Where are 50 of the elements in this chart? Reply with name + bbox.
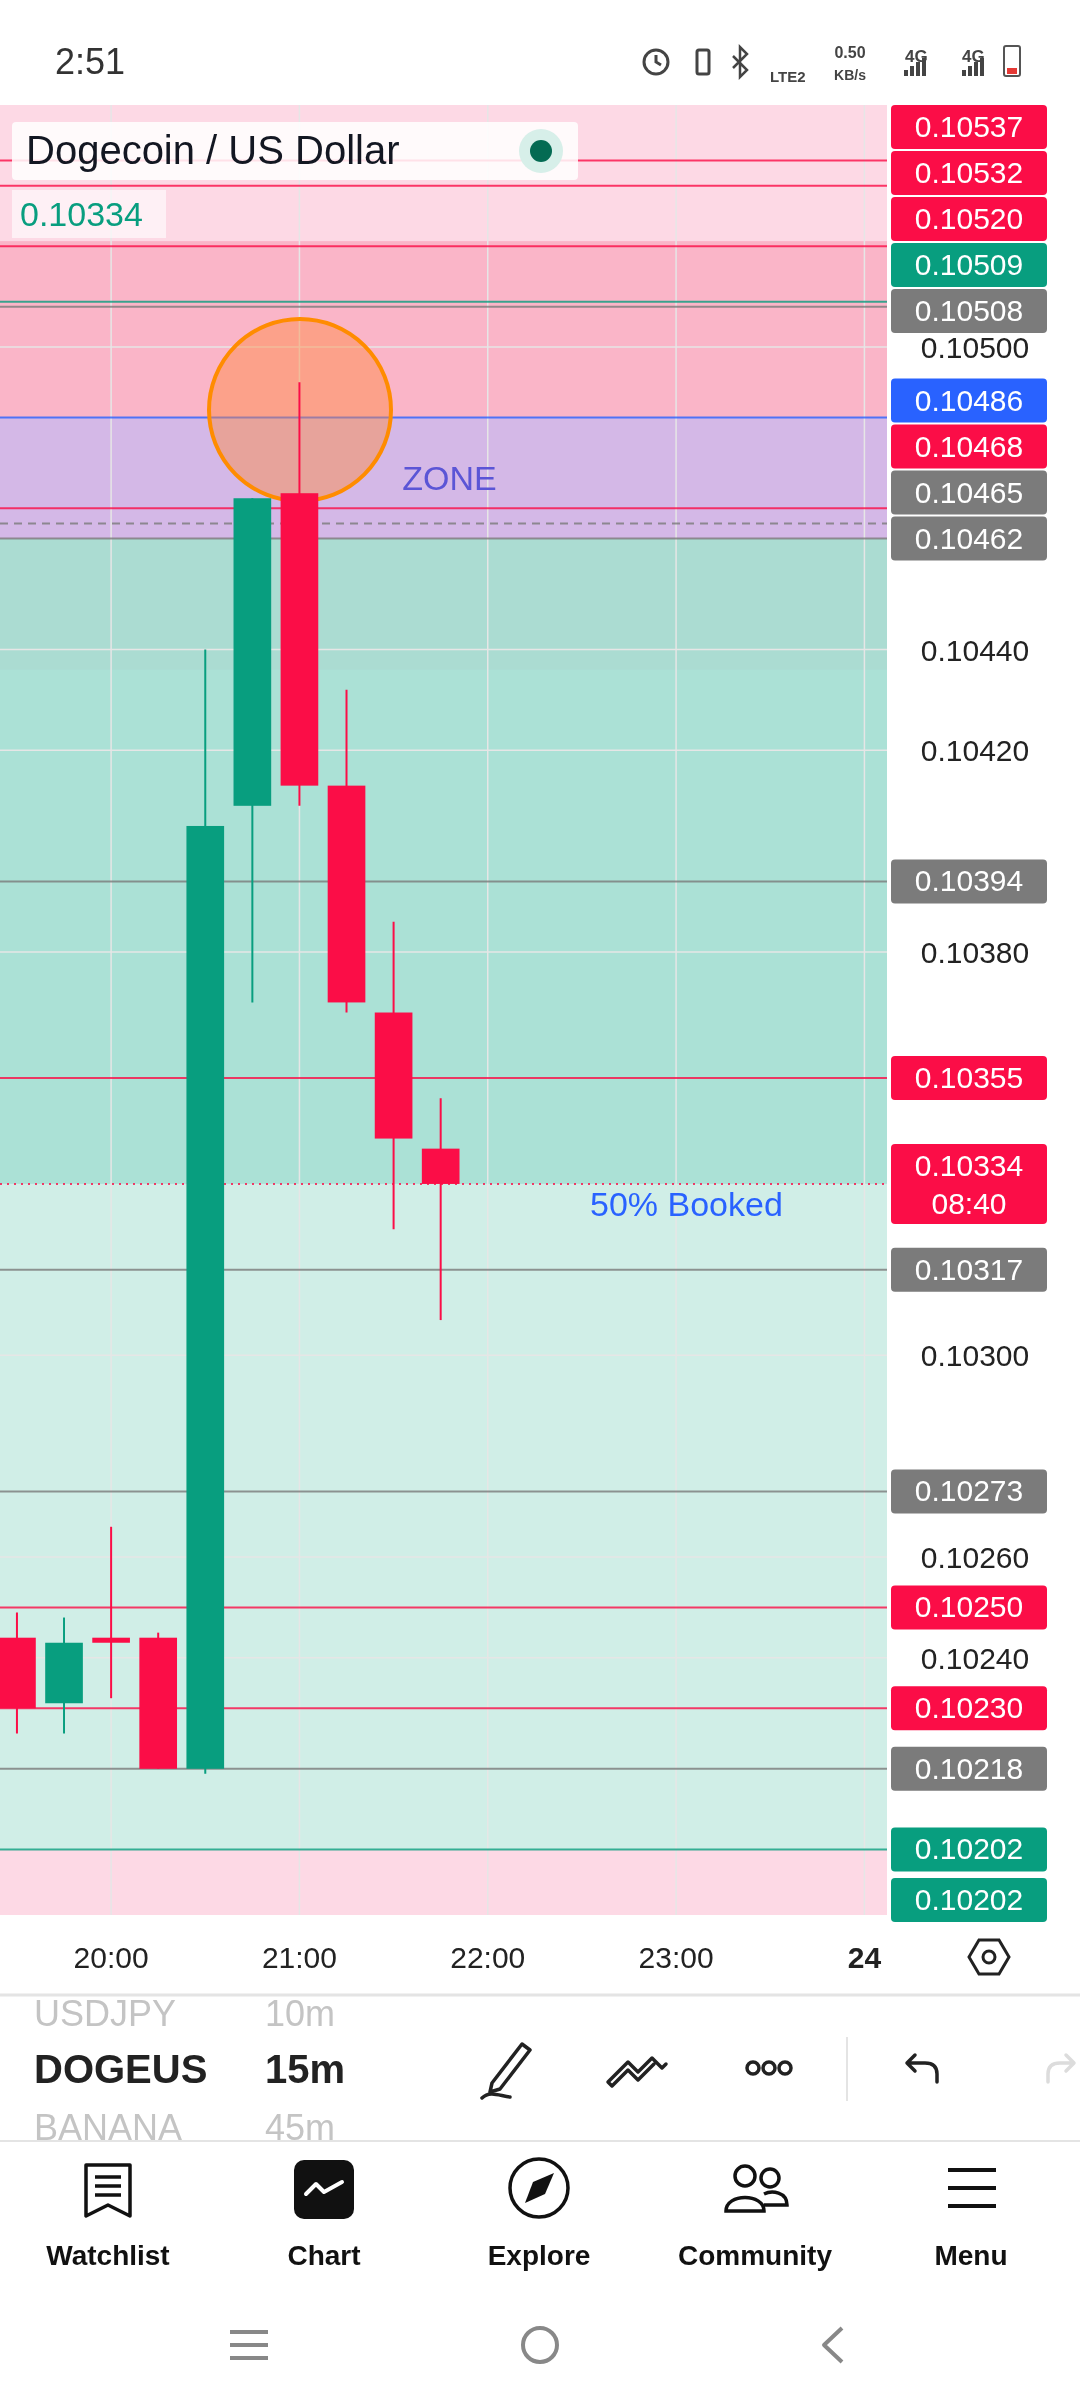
text: 45m <box>265 2107 336 2148</box>
ref-line-label: 0.10468 <box>914 429 1024 463</box>
text: USDJPY <box>34 1993 177 2034</box>
y-tick-label: 0.10260 <box>920 1541 1030 1575</box>
ref-line-label: 0.10250 <box>914 1590 1024 1624</box>
x-tick-label: 24 <box>847 1941 882 1974</box>
text: LTE2 <box>770 68 806 85</box>
band-label: ZONE <box>402 459 497 498</box>
ref-line-label: 0.10273 <box>914 1474 1024 1508</box>
ref-line-label: 0.10532 <box>914 156 1024 189</box>
y-tick-label: 0.10240 <box>920 1641 1030 1675</box>
x-tick-label: 21:00 <box>261 1941 337 1974</box>
x-tick-label: 20:00 <box>73 1941 149 1974</box>
text: Watchlist <box>46 2240 170 2271</box>
y-tick-label: 0.10420 <box>920 734 1030 768</box>
ref-line-label: 0.10462 <box>914 521 1024 555</box>
ref-line-label: 0.10520 <box>914 202 1024 235</box>
text: BANANA <box>34 2107 183 2148</box>
y-tick-label: 0.10300 <box>920 1339 1030 1373</box>
ref-line-label: 0.10509 <box>914 248 1024 281</box>
y-tick-label: 0.10500 <box>920 331 1030 365</box>
ref-line-label: 0.10486 <box>914 383 1024 417</box>
annotation: 50% Booked <box>590 1185 783 1223</box>
ref-line-label: 0.10230 <box>914 1691 1024 1725</box>
ref-line-label: 0.10508 <box>914 294 1024 327</box>
text: DOGEUS <box>34 2047 208 2091</box>
ref-line-label: 0.10394 <box>914 864 1024 898</box>
ref-line-label: 0.10537 <box>914 110 1024 143</box>
text: 15m <box>265 2047 346 2091</box>
y-tick-label: 0.10440 <box>920 633 1030 667</box>
text: 0.10334 <box>20 195 143 233</box>
ref-line-label: 0.10465 <box>914 475 1024 509</box>
ref-line-label: 0.10317 <box>914 1252 1024 1286</box>
text: 10m <box>265 1993 336 2034</box>
text: Dogecoin / US Dollar <box>26 128 400 172</box>
x-tick-label: 22:00 <box>450 1941 526 1974</box>
text: 0.10202 <box>914 1883 1024 1916</box>
ref-line-label: 0.10218 <box>914 1751 1024 1785</box>
ref-line-label: 0.10334 08:40 <box>914 1148 1024 1220</box>
y-tick-label: 0.10380 <box>920 936 1030 970</box>
text: 2:51 <box>55 41 126 82</box>
text: KB/s <box>834 67 867 83</box>
x-tick-label: 23:00 <box>638 1941 714 1974</box>
text: Menu <box>934 2240 1008 2271</box>
ref-line-label: 0.10202 <box>914 1832 1024 1866</box>
text: Community <box>678 2240 833 2271</box>
text: 0.50 <box>834 44 866 61</box>
ref-line-label: 0.10355 <box>914 1061 1024 1095</box>
text: Chart <box>287 2240 361 2271</box>
text: Explore <box>487 2240 591 2271</box>
